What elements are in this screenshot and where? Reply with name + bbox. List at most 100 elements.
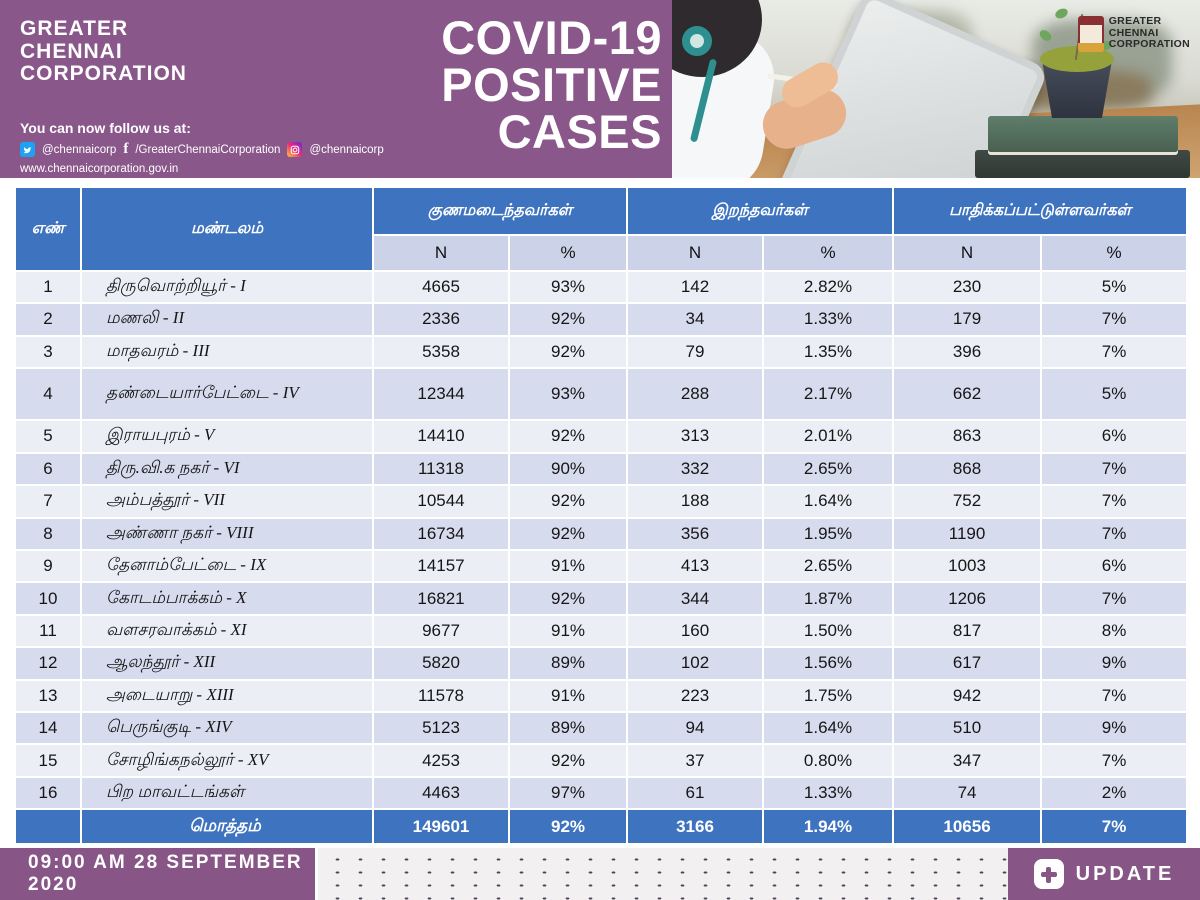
- instagram-handle[interactable]: @chennaicorp: [309, 143, 384, 156]
- cell-affected-pct: 6%: [1040, 548, 1189, 584]
- subheader-pct: %: [507, 234, 629, 272]
- cell-recovered-n: 14157: [372, 548, 510, 584]
- cell-no: 9: [14, 548, 82, 584]
- cell-recovered-pct: 92%: [507, 334, 629, 369]
- cell-recovered-n: 10544: [372, 484, 510, 519]
- header-photo: GREATER CHENNAI CORPORATION: [672, 0, 1200, 178]
- cell-zone: பெருங்குடி - XIV: [80, 711, 374, 746]
- cell-affected-n: 179: [892, 302, 1043, 337]
- org-name-line: GREATER: [20, 17, 129, 40]
- cell-died-n: 344: [626, 581, 765, 616]
- cell-affected-n: 942: [892, 678, 1043, 714]
- cell-recovered-pct: 92%: [507, 516, 629, 551]
- cell-affected-pct: 7%: [1040, 334, 1189, 369]
- cell-recovered-pct: 90%: [507, 451, 629, 487]
- subheader-n: N: [626, 234, 765, 272]
- table-header-row: எண் மண்டலம் குணமடைந்தவர்கள் இறந்தவர்கள் …: [14, 185, 1189, 272]
- cell-affected-pct: 7%: [1040, 743, 1189, 778]
- cell-died-pct: 1.64%: [762, 484, 895, 519]
- cell-recovered-pct: 89%: [507, 711, 629, 746]
- cell-zone: சோழிங்கநல்லூர் - XV: [80, 743, 374, 778]
- cell-affected-pct: 9%: [1040, 646, 1189, 681]
- website-link[interactable]: www.chennaicorporation.gov.in: [20, 163, 179, 175]
- table-row: 10 கோடம்பாக்கம் - X 16821 92% 344 1.87% …: [14, 581, 1189, 616]
- cell-affected-pct: 7%: [1040, 516, 1189, 551]
- twitter-icon: [20, 142, 35, 157]
- cell-recovered-n: 9677: [372, 613, 510, 649]
- cell-zone: பிற மாவட்டங்கள்: [80, 775, 374, 811]
- cell-died-pct: 1.87%: [762, 581, 895, 616]
- cell-zone: கோடம்பாக்கம் - X: [80, 581, 374, 616]
- cell-affected-n: 662: [892, 366, 1043, 422]
- cell-affected-pct: 7%: [1040, 581, 1189, 616]
- page-title-line: POSITIVE: [441, 58, 662, 111]
- table-row: 11 வளசரவாக்கம் - XI 9677 91% 160 1.50% 8…: [14, 613, 1189, 649]
- cell-recovered-n: 4253: [372, 743, 510, 778]
- cell-died-n: 356: [626, 516, 765, 551]
- org-name-line: CHENNAI: [20, 39, 123, 63]
- cell-recovered-pct: 92%: [507, 419, 629, 454]
- update-button[interactable]: UPDATE: [1008, 848, 1200, 900]
- cell-zone: ஆலந்தூர் - XII: [80, 646, 374, 681]
- cell-died-pct: 2.65%: [762, 548, 895, 584]
- cell-zone: அண்ணா நகர் - VIII: [80, 516, 374, 551]
- cell-died-pct: 2.65%: [762, 451, 895, 487]
- cell-recovered-pct: 91%: [507, 613, 629, 649]
- cell-died-pct: 0.80%: [762, 743, 895, 778]
- facebook-handle[interactable]: /GreaterChennaiCorporation: [135, 143, 281, 156]
- cell-recovered-pct: 92%: [507, 743, 629, 778]
- table-row: 12 ஆலந்தூர் - XII 5820 89% 102 1.56% 617…: [14, 646, 1189, 681]
- cell-recovered-pct: 91%: [507, 548, 629, 584]
- covid-table: எண் மண்டலம் குணமடைந்தவர்கள் இறந்தவர்கள் …: [14, 185, 1189, 845]
- cell-no: 8: [14, 516, 82, 551]
- footer-bar: 09:00 AM 28 SEPTEMBER 2020 UPDATE: [0, 848, 1200, 900]
- twitter-handle[interactable]: @chennaicorp: [42, 143, 117, 156]
- cell-affected-n: 230: [892, 269, 1043, 305]
- cell-died-n: 332: [626, 451, 765, 487]
- cell-died-pct: 1.64%: [762, 711, 895, 746]
- cell-recovered-n: 5123: [372, 711, 510, 746]
- cell-affected-n: 752: [892, 484, 1043, 519]
- footer-dot-pattern: [318, 848, 1008, 900]
- cell-total-affected-n: 10656: [892, 808, 1043, 845]
- photo-book: [975, 150, 1190, 178]
- org-name-line: CORPORATION: [20, 62, 187, 86]
- cell-recovered-n: 14410: [372, 419, 510, 454]
- cell-died-n: 79: [626, 334, 765, 369]
- table-row: 13 அடையாறு - XIII 11578 91% 223 1.75% 94…: [14, 678, 1189, 714]
- cell-died-pct: 1.33%: [762, 302, 895, 337]
- cell-zone: தேனாம்பேட்டை - IX: [80, 548, 374, 584]
- cell-no: 2: [14, 302, 82, 337]
- cell-total-label: மொத்தம்: [80, 808, 374, 845]
- table-row: 2 மணலி - II 2336 92% 34 1.33% 179 7%: [14, 302, 1189, 337]
- cell-recovered-n: 5358: [372, 334, 510, 369]
- page-title-line: CASES: [497, 105, 662, 158]
- table-row: 16 பிற மாவட்டங்கள் 4463 97% 61 1.33% 74 …: [14, 775, 1189, 811]
- cell-zone: திரு.வி.க நகர் - VI: [80, 451, 374, 487]
- page-title-line: COVID-19: [441, 11, 662, 64]
- col-header-no: எண்: [14, 186, 82, 272]
- table-subheader-row: N % N % N %: [15, 234, 1189, 272]
- cell-died-n: 61: [626, 775, 765, 811]
- cell-no: 15: [14, 743, 82, 778]
- cell-died-n: 37: [626, 743, 765, 778]
- cell-total-affected-pct: 7%: [1040, 808, 1189, 845]
- cell-affected-n: 347: [892, 743, 1043, 778]
- cell-affected-n: 817: [892, 613, 1043, 649]
- cell-affected-n: 863: [892, 419, 1043, 454]
- cell-no: 4: [14, 366, 82, 422]
- cell-affected-pct: 8%: [1040, 613, 1189, 649]
- cell-died-pct: 2.82%: [762, 269, 895, 305]
- cell-affected-n: 617: [892, 646, 1043, 681]
- cell-recovered-n: 11578: [372, 678, 510, 714]
- cell-affected-pct: 2%: [1040, 775, 1189, 811]
- cell-died-pct: 1.35%: [762, 334, 895, 369]
- cell-recovered-pct: 93%: [507, 366, 629, 422]
- cell-affected-pct: 5%: [1040, 269, 1189, 305]
- cell-died-n: 223: [626, 678, 765, 714]
- cell-affected-pct: 5%: [1040, 366, 1189, 422]
- cell-died-pct: 1.75%: [762, 678, 895, 714]
- subheader-n: N: [372, 234, 510, 272]
- table-row: 7 அம்பத்தூர் - VII 10544 92% 188 1.64% 7…: [14, 484, 1189, 519]
